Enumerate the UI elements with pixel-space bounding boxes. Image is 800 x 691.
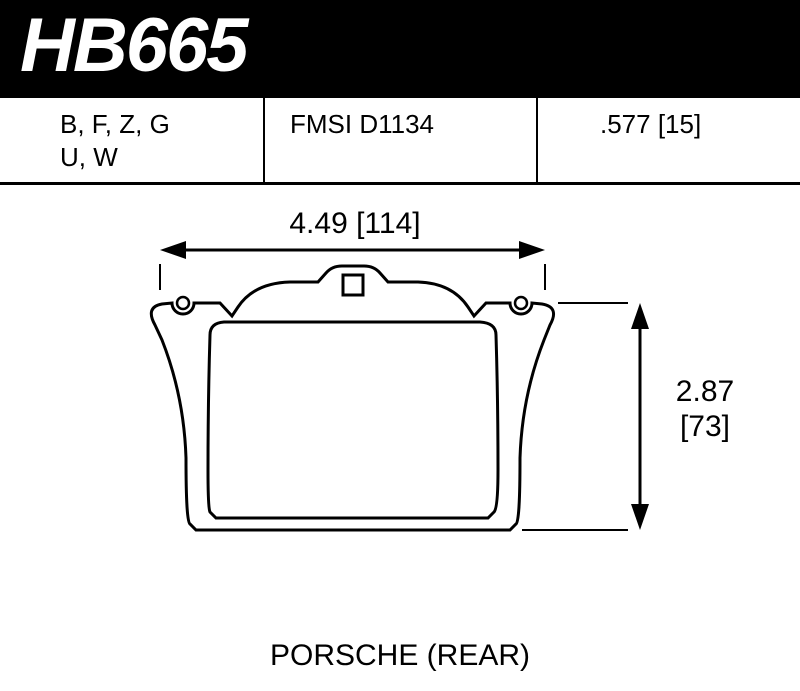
height-mm: [73] <box>680 410 730 443</box>
width-dimension-label: 4.49 [114] <box>275 207 435 242</box>
height-value: 2.87 <box>676 375 734 408</box>
diagram-svg <box>0 0 800 691</box>
vehicle-caption: PORSCHE (REAR) <box>0 639 800 673</box>
height-dimension <box>522 303 649 530</box>
brake-pad-outline <box>151 266 553 530</box>
height-dimension-label: 2.87 [73] <box>660 375 750 444</box>
